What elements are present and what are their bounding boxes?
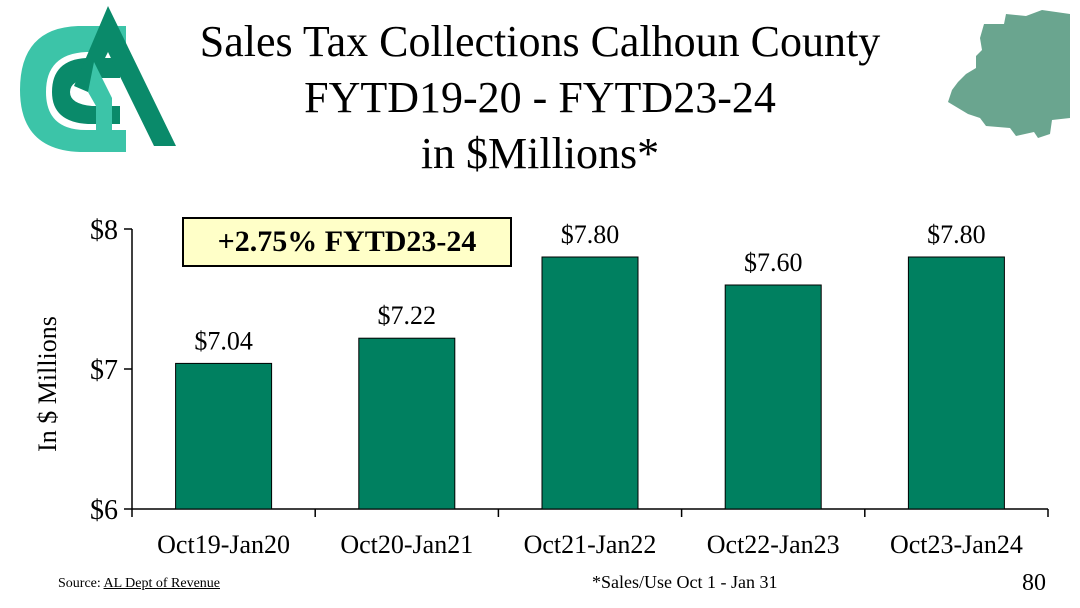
chart-title: Sales Tax Collections Calhoun County FYT…: [0, 14, 1080, 182]
y-tick-label: $7: [90, 355, 118, 386]
title-line-2: FYTD19-20 - FYTD23-24: [304, 73, 776, 122]
data-label: $7.80: [927, 220, 986, 249]
source-note: Source: AL Dept of Revenue: [58, 576, 220, 592]
y-tick-label: $6: [90, 495, 118, 526]
x-tick-label: Oct19-Jan20: [157, 530, 290, 559]
bar: [541, 256, 639, 510]
bar: [907, 256, 1005, 510]
x-tick-label: Oct22-Jan23: [707, 530, 840, 559]
data-label: $7.60: [744, 248, 803, 277]
bar: [358, 337, 456, 510]
data-label: $7.80: [561, 220, 620, 249]
title-line-3: in $Millions*: [420, 129, 660, 178]
x-tick-label: Oct23-Jan24: [890, 530, 1023, 559]
y-axis-label: In $ Millions: [33, 316, 62, 452]
growth-callout: +2.75% FYTD23-24: [182, 217, 512, 267]
x-tick-label: Oct21-Jan22: [524, 530, 657, 559]
source-prefix: Source:: [58, 576, 104, 591]
data-label: $7.22: [378, 301, 437, 330]
data-label: $7.04: [194, 326, 253, 355]
x-tick-label: Oct20-Jan21: [340, 530, 473, 559]
logo-icon: [20, 6, 176, 152]
title-line-1: Sales Tax Collections Calhoun County: [199, 17, 881, 66]
y-tick-label: $8: [90, 215, 118, 246]
county-map-icon: [948, 10, 1070, 138]
page-number: 80: [1022, 570, 1046, 596]
source-link[interactable]: AL Dept of Revenue: [103, 576, 221, 591]
bar: [175, 362, 273, 510]
footnote: *Sales/Use Oct 1 - Jan 31: [592, 572, 778, 592]
bar: [724, 284, 822, 510]
